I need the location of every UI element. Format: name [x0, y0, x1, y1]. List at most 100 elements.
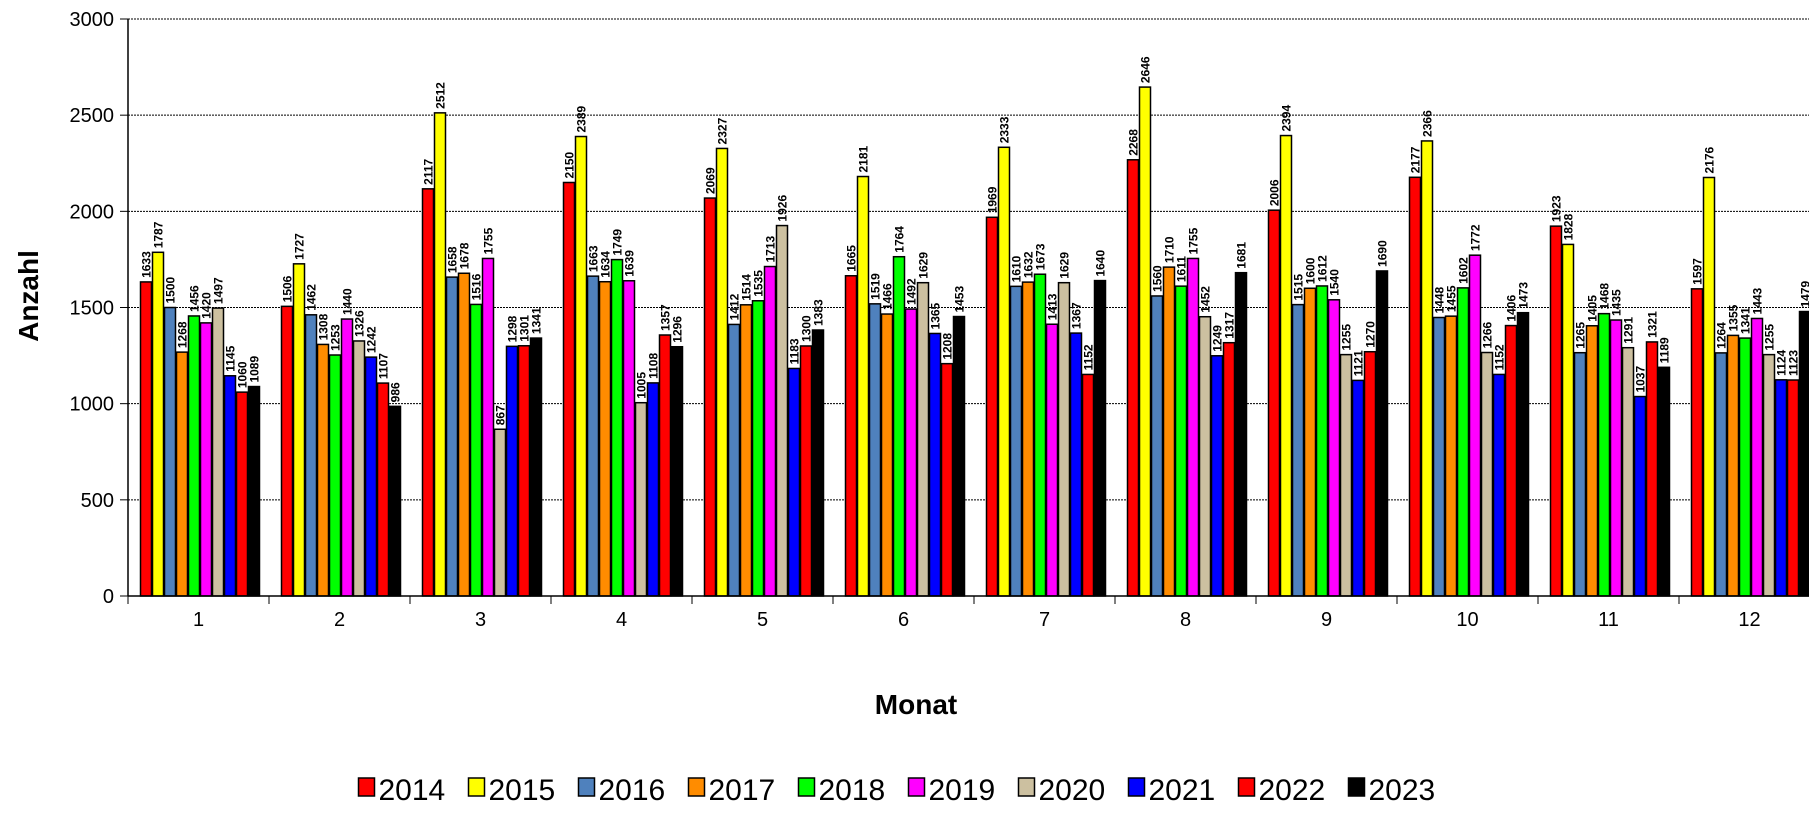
legend-label: 2023	[1369, 774, 1436, 807]
data-label: 1005	[635, 372, 649, 399]
legend-swatch-2021	[1127, 777, 1146, 797]
legend-swatch-2014	[357, 777, 376, 797]
bar-2014-5	[703, 197, 717, 597]
data-label: 1420	[200, 292, 214, 319]
bar-2019-11	[1609, 319, 1623, 597]
bar-2015-12	[1702, 176, 1716, 597]
data-label: 1456	[188, 285, 202, 312]
bar-2019-1	[199, 322, 213, 597]
data-label: 1600	[1304, 257, 1318, 284]
data-label: 1492	[905, 278, 919, 305]
bar-2023-11	[1657, 366, 1671, 597]
data-label: 2327	[716, 117, 730, 144]
data-label: 1060	[236, 361, 250, 388]
bar-2016-7	[1009, 285, 1023, 597]
bar-2021-6	[928, 332, 942, 597]
data-label: 1443	[1751, 287, 1765, 314]
legend: 2014 2015 2016 2017 2018 2019 2020 2021 2022 2023	[357, 774, 1436, 807]
bar-2014-3	[421, 188, 435, 597]
bar-2023-5	[811, 329, 825, 597]
bar-2015-5	[715, 147, 729, 597]
data-label: 1629	[917, 252, 931, 279]
data-label: 1253	[329, 324, 343, 351]
data-label: 1452	[1199, 286, 1213, 313]
data-label: 1355	[1727, 304, 1741, 331]
bar-2022-12	[1786, 379, 1800, 597]
bar-2020-4	[634, 401, 648, 597]
data-label: 2646	[1139, 56, 1153, 83]
data-label: 1453	[953, 286, 967, 313]
data-label: 2389	[575, 105, 589, 132]
data-label: 1255	[1340, 324, 1354, 351]
data-label: 1466	[881, 283, 895, 310]
legend-swatch-2023	[1347, 777, 1366, 797]
bar-2020-2	[352, 340, 366, 597]
data-label: 1969	[986, 186, 1000, 213]
data-label: 1764	[893, 226, 907, 253]
data-label: 1383	[812, 299, 826, 326]
data-label: 2366	[1421, 110, 1435, 137]
data-label: 1519	[869, 273, 883, 300]
bar-2014-6	[844, 275, 858, 597]
data-label: 1634	[599, 251, 613, 278]
bar-2020-9	[1339, 353, 1353, 597]
data-label: 1473	[1517, 282, 1531, 309]
bar-2014-11	[1549, 225, 1563, 597]
y-axis-title: Anzahl	[13, 250, 44, 342]
data-label: 2069	[704, 167, 718, 194]
bar-2018-2	[328, 354, 342, 597]
bar-2021-9	[1351, 379, 1365, 597]
bar-2022-6	[940, 362, 954, 597]
bar-2016-9	[1291, 303, 1305, 597]
x-tick-labels: 1 2 3 4 5 6 7 8 9 10 11 12	[193, 609, 1761, 631]
bar-2016-2	[304, 314, 318, 597]
bar-2019-9	[1327, 299, 1341, 597]
data-label: 1189	[1658, 337, 1672, 363]
bar-2017-12	[1726, 334, 1740, 597]
bar-2018-11	[1597, 312, 1611, 597]
data-label: 1632	[1022, 251, 1036, 278]
data-label: 1755	[1187, 227, 1201, 254]
data-label: 1406	[1505, 295, 1519, 322]
bar-2022-10	[1504, 324, 1518, 597]
bar-2016-5	[727, 323, 741, 597]
legend-label: 2022	[1259, 774, 1326, 807]
bar-2014-2	[280, 305, 294, 597]
x-axis-title: Monat	[875, 689, 957, 720]
data-label: 1367	[1070, 302, 1084, 329]
bar-2015-1	[151, 251, 165, 597]
x-tick-label: 3	[475, 609, 486, 631]
data-label: 1610	[1010, 255, 1024, 282]
data-label: 1612	[1316, 255, 1330, 282]
legend-swatch-2019	[907, 777, 926, 797]
data-label: 1435	[1610, 289, 1624, 316]
bar-2020-7	[1057, 281, 1071, 597]
data-label: 1710	[1163, 236, 1177, 263]
data-label: 1515	[1292, 274, 1306, 301]
data-label: 2181	[857, 145, 871, 172]
bar-2016-10	[1432, 316, 1446, 597]
x-tick-label: 2	[334, 609, 345, 631]
data-label: 2512	[434, 82, 448, 109]
data-label: 1926	[776, 195, 790, 222]
data-label: 1448	[1433, 286, 1447, 313]
legend-label: 2018	[819, 774, 886, 807]
data-label: 1772	[1469, 224, 1483, 251]
bar-2020-5	[775, 224, 789, 597]
gridlines	[128, 18, 1809, 501]
bar-2021-3	[505, 345, 519, 597]
data-label: 1208	[941, 333, 955, 360]
bar-2020-10	[1480, 351, 1494, 597]
data-label: 1923	[1550, 195, 1564, 222]
data-label: 1412	[728, 293, 742, 320]
data-label: 1665	[845, 245, 859, 272]
data-label: 1300	[800, 315, 814, 342]
bar-2018-1	[187, 315, 201, 597]
data-label: 1678	[458, 242, 472, 269]
bar-2017-6	[880, 313, 894, 597]
bar-2016-8	[1150, 295, 1164, 597]
bars	[139, 86, 1809, 597]
data-label: 1690	[1376, 240, 1390, 267]
data-label: 1468	[1598, 283, 1612, 310]
